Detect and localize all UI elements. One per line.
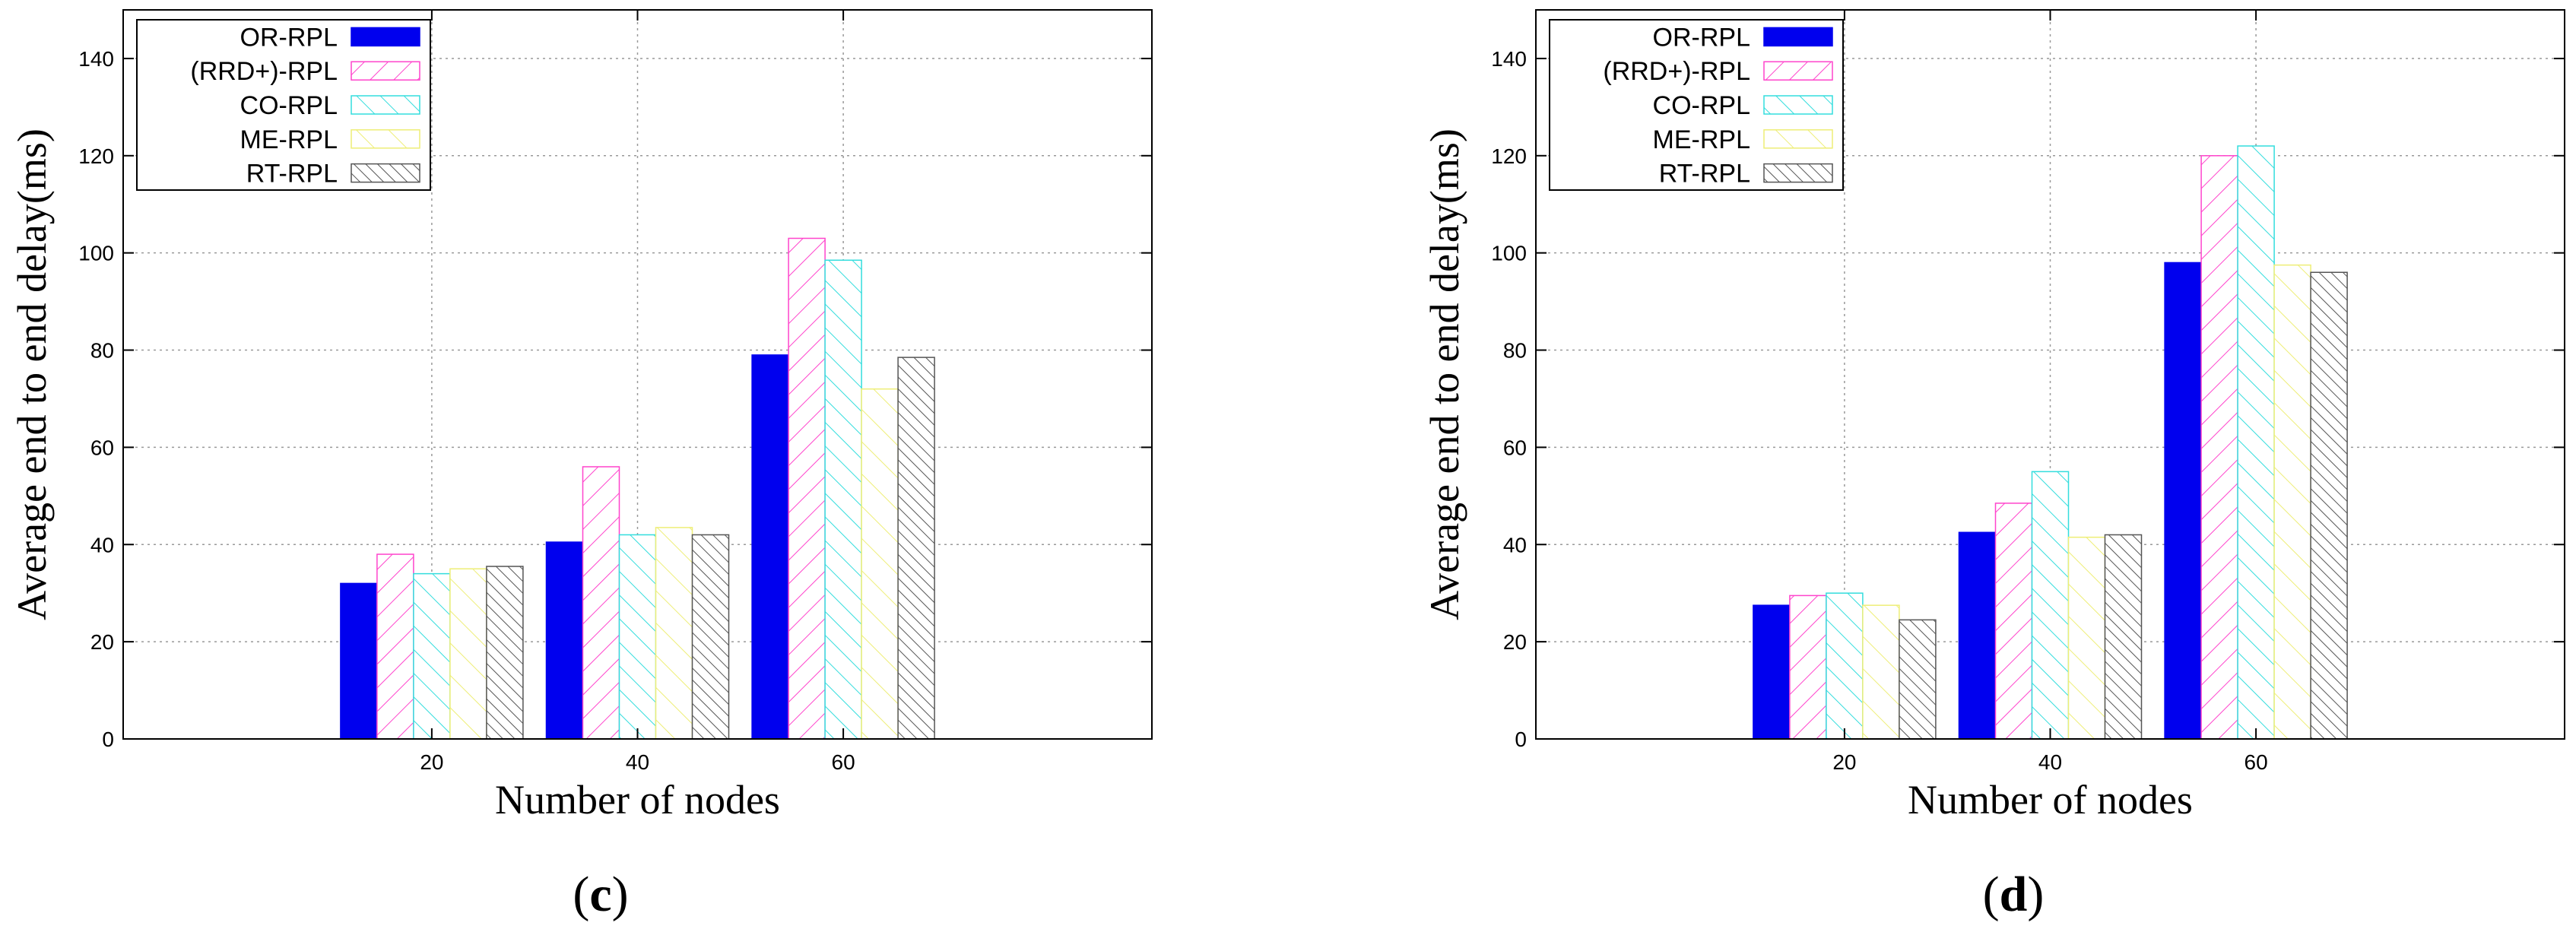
- legend-swatch-me-rpl: [1763, 129, 1833, 149]
- legend-label-or-rpl: OR-RPL: [240, 23, 338, 52]
- panel-label: (d): [1983, 867, 2045, 922]
- legend-label-me-rpl: ME-RPL: [1653, 125, 1750, 154]
- y-tick-label: 60: [90, 436, 114, 459]
- y-tick-label: 80: [90, 339, 114, 363]
- bar-me-rpl-40: [655, 527, 693, 740]
- y-tick-label: 0: [1515, 728, 1527, 751]
- legend-swatch-rt-rpl: [1763, 163, 1833, 183]
- bar-or-rpl-40: [545, 541, 584, 740]
- y-tick-label: 80: [1503, 339, 1527, 363]
- legend-label-co-rpl: CO-RPL: [240, 91, 338, 120]
- y-tick-label: 60: [1503, 436, 1527, 459]
- x-tick-label: 60: [832, 750, 855, 774]
- bar-co-rpl-20: [413, 572, 451, 740]
- panel-label: (c): [573, 867, 628, 922]
- legend-swatch-me-rpl: [351, 129, 420, 149]
- x-axis-label: Number of nodes: [1908, 777, 2193, 823]
- bar-rt-rpl-20: [1899, 619, 1937, 740]
- x-tick-label: 60: [2244, 750, 2268, 774]
- bar-rrd-rpl-40: [582, 466, 620, 740]
- bar-me-rpl-20: [449, 568, 487, 740]
- y-tick-label: 20: [1503, 630, 1527, 654]
- bar-me-rpl-40: [2067, 536, 2106, 740]
- bar-co-rpl-40: [618, 534, 657, 740]
- legend-swatch-or-rpl: [1763, 27, 1833, 47]
- y-tick-label: 120: [78, 144, 114, 168]
- legend-swatch-rrd-rpl: [351, 61, 420, 81]
- legend-swatch-co-rpl: [1763, 95, 1833, 115]
- legend-swatch-co-rpl: [351, 95, 420, 115]
- y-tick-label: 140: [1491, 47, 1527, 71]
- bar-rrd-rpl-60: [788, 237, 826, 740]
- bar-rt-rpl-40: [2104, 534, 2143, 740]
- bar-or-rpl-60: [2164, 262, 2202, 740]
- bar-or-rpl-20: [1753, 604, 1791, 740]
- x-tick-label: 40: [626, 750, 649, 774]
- y-tick-label: 20: [90, 630, 114, 654]
- bar-co-rpl-60: [824, 259, 862, 740]
- legend-swatch-or-rpl: [351, 27, 420, 47]
- legend-label-rrd-rpl: (RRD+)-RPL: [1603, 57, 1750, 86]
- legend-swatch-rrd-rpl: [1763, 61, 1833, 81]
- bar-me-rpl-20: [1862, 604, 1900, 740]
- x-axis-label: Number of nodes: [495, 777, 780, 823]
- legend-label-co-rpl: CO-RPL: [1653, 91, 1750, 120]
- y-tick-label: 0: [102, 728, 114, 751]
- y-tick-label: 140: [78, 47, 114, 71]
- bar-rrd-rpl-20: [1789, 594, 1827, 740]
- bar-rrd-rpl-60: [2200, 155, 2238, 740]
- chart-panel-c: 0 20 40 60 80 100 120 140 20 40 60 Number of nodes A…: [9, 9, 1153, 922]
- bar-or-rpl-40: [1958, 531, 1997, 740]
- y-tick-label: 100: [1491, 242, 1527, 265]
- legend-label-or-rpl: OR-RPL: [1653, 23, 1750, 52]
- bar-or-rpl-60: [751, 354, 789, 740]
- bar-me-rpl-60: [2273, 264, 2311, 740]
- legend-label-rt-rpl: RT-RPL: [246, 160, 338, 189]
- bar-or-rpl-20: [340, 582, 378, 740]
- legend-label-me-rpl: ME-RPL: [240, 125, 338, 154]
- y-tick-label: 100: [78, 242, 114, 265]
- legend-label-rrd-rpl: (RRD+)-RPL: [190, 57, 338, 86]
- bar-rt-rpl-40: [691, 534, 730, 740]
- y-tick-label: 40: [90, 533, 114, 556]
- y-axis-label: Average end to end delay(ms): [9, 128, 55, 620]
- bar-rt-rpl-60: [897, 357, 935, 740]
- y-tick-label: 120: [1491, 144, 1527, 168]
- chart-panel-d: 0 20 40 60 80 100 120 140 20 40 60 Number of nodes A…: [1422, 9, 2565, 922]
- bar-rt-rpl-60: [2310, 271, 2348, 740]
- bar-co-rpl-60: [2237, 145, 2275, 740]
- x-tick-label: 20: [1832, 750, 1856, 774]
- bar-rrd-rpl-40: [1994, 503, 2033, 740]
- bar-rrd-rpl-20: [376, 553, 414, 740]
- bar-co-rpl-40: [2031, 471, 2070, 740]
- y-tick-label: 40: [1503, 533, 1527, 556]
- legend-label-rt-rpl: RT-RPL: [1659, 160, 1750, 189]
- x-tick-label: 40: [2038, 750, 2062, 774]
- bar-rt-rpl-20: [486, 566, 524, 740]
- bar-me-rpl-60: [861, 388, 899, 740]
- bar-co-rpl-20: [1826, 592, 1864, 740]
- y-axis-label: Average end to end delay(ms): [1422, 128, 1467, 620]
- legend-swatch-rt-rpl: [351, 163, 420, 183]
- x-tick-label: 20: [420, 750, 443, 774]
